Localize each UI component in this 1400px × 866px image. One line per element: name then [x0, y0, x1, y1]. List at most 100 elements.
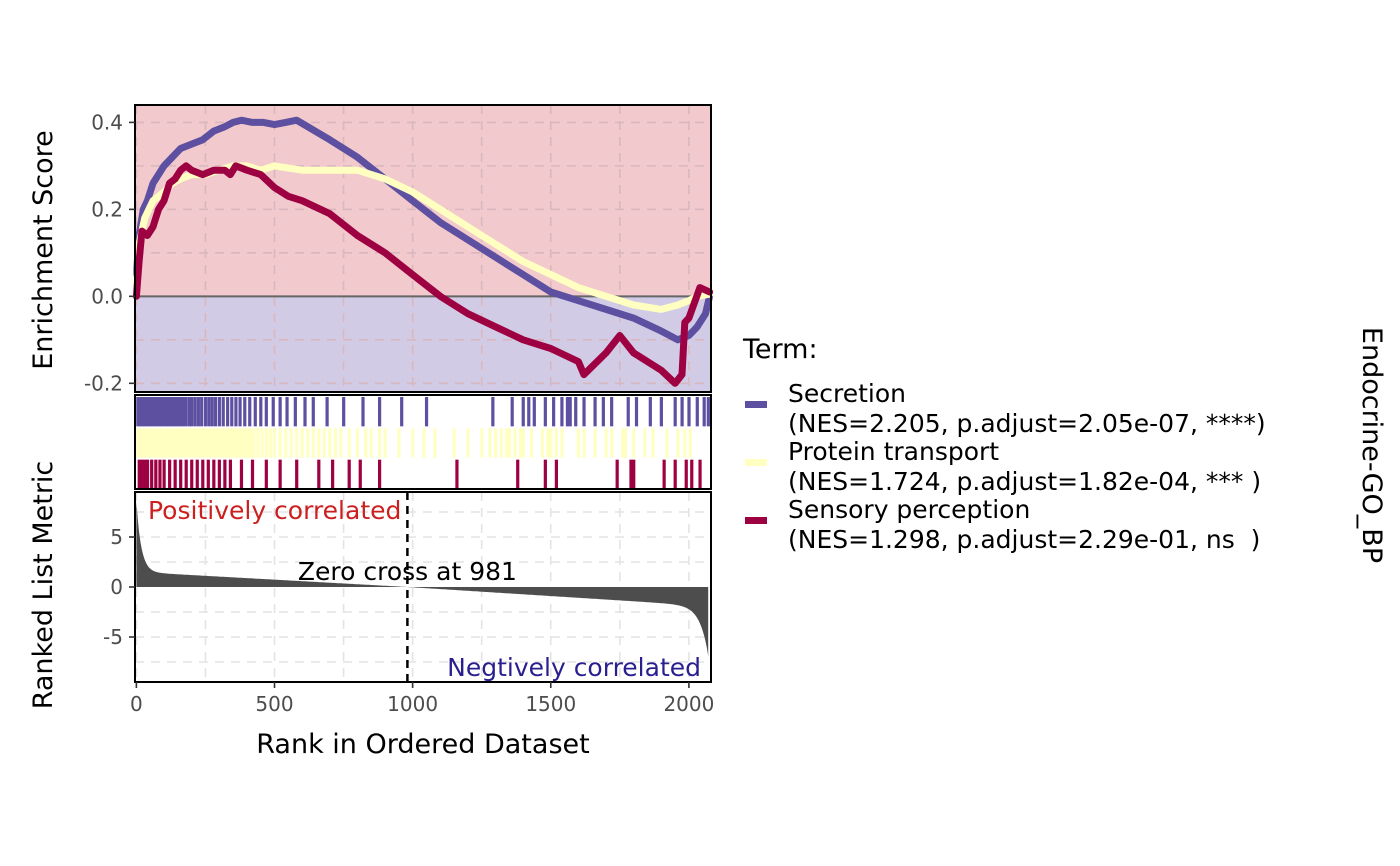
gene-hit-protein-transport — [295, 428, 299, 458]
gene-hit-secretion — [142, 397, 146, 427]
positively-correlated-label: Positively correlated — [148, 496, 401, 525]
gene-hit-secretion — [203, 397, 208, 427]
gene-hit-protein-transport — [264, 428, 268, 458]
gene-hit-secretion — [176, 397, 180, 427]
gene-hit-secretion — [491, 397, 495, 427]
gene-hit-secretion — [187, 397, 191, 427]
gene-hit-secretion — [140, 397, 144, 427]
gene-hit-protein-transport — [339, 428, 343, 458]
gene-hit-sensory-perception — [217, 459, 221, 489]
gene-hit-secretion — [695, 397, 699, 427]
gene-hit-sensory-perception — [317, 459, 321, 489]
gene-hit-secretion — [361, 397, 365, 427]
gene-hit-protein-transport — [623, 428, 628, 458]
gene-hit-protein-transport — [369, 428, 373, 458]
gene-hit-sensory-perception — [168, 459, 172, 489]
gene-hit-secretion — [680, 397, 684, 427]
gene-hit-protein-transport — [513, 428, 517, 458]
gene-hit-protein-transport — [194, 428, 198, 458]
gene-hit-secretion — [136, 397, 140, 427]
gene-hit-protein-transport — [621, 428, 625, 458]
gene-hit-secretion — [278, 397, 282, 427]
gene-hit-sensory-perception — [195, 459, 199, 489]
gene-hit-sensory-perception — [455, 459, 459, 489]
series-line-sensory-perception — [132, 162, 714, 387]
gene-hit-protein-transport — [610, 428, 614, 458]
gene-hit-protein-transport — [183, 428, 187, 458]
legend-stats-protein-transport: (NES=1.724, p.adjust=1.82e-04, *** ) — [788, 467, 1261, 496]
ranked-metric-y-ticks: -5 0 5 — [103, 525, 135, 649]
gene-hit-protein-transport — [136, 428, 140, 458]
y-tick-label: 0.4 — [91, 110, 123, 134]
gene-hit-sensory-perception — [173, 459, 177, 489]
enrichment-y-label: Enrichment Score — [28, 130, 59, 370]
y-tick-label: 0.2 — [91, 197, 123, 221]
gene-hit-protein-transport — [199, 428, 204, 458]
gene-hit-protein-transport — [411, 428, 415, 458]
gene-hit-protein-transport — [683, 428, 687, 458]
gene-hit-protein-transport — [333, 428, 337, 458]
enrichment-lines — [132, 116, 714, 387]
gene-hit-protein-transport — [604, 428, 608, 458]
gene-hit-protein-transport — [139, 428, 143, 458]
gene-hit-sensory-perception — [347, 459, 351, 489]
gene-hit-sensory-perception — [516, 459, 520, 489]
gene-hit-sensory-perception — [140, 459, 144, 489]
enrichment-y-ticks: -0.2 0.0 0.2 0.4 — [84, 110, 135, 395]
gene-hit-protein-transport — [202, 428, 206, 458]
gene-hit-secretion — [193, 397, 197, 427]
gene-hit-protein-transport — [144, 428, 148, 458]
gene-hit-secretion — [234, 397, 238, 427]
gene-hit-protein-transport — [643, 428, 647, 458]
gene-hit-protein-transport — [213, 428, 217, 458]
gene-hit-secretion — [150, 397, 155, 427]
gene-hit-sensory-perception — [137, 459, 141, 489]
gene-hit-secretion — [610, 397, 614, 427]
ranked-metric-area — [136, 502, 709, 656]
enrichment-border — [134, 104, 712, 393]
y-tick-label: 5 — [110, 525, 123, 549]
gene-hit-protein-transport — [317, 428, 321, 458]
gene-hit-secretion — [184, 397, 188, 427]
gene-hit-protein-transport — [256, 428, 260, 458]
gene-hit-sensory-perception — [150, 459, 154, 489]
legend-key-secretion — [745, 401, 767, 408]
y-tick-label: 0.0 — [91, 284, 123, 308]
legend-key-protein-transport — [745, 459, 767, 466]
gene-hit-secretion — [527, 397, 531, 427]
gene-hit-secretion — [148, 397, 152, 427]
gene-hit-secretion — [230, 397, 234, 427]
legend-label-sensory-perception: Sensory perception — [788, 495, 1030, 524]
ranked-metric-grid — [135, 492, 711, 682]
gene-hit-protein-transport — [507, 428, 512, 458]
ranked-metric-panel: Zero cross at 981 Positively correlated … — [28, 461, 714, 760]
gene-hit-secretion — [510, 397, 514, 427]
gene-hit-protein-transport — [632, 428, 636, 458]
gene-hit-secretion — [659, 397, 663, 427]
gene-hit-secretion — [601, 397, 605, 427]
gene-hit-secretion — [593, 397, 597, 427]
gene-hit-secretion — [169, 397, 173, 427]
gene-hit-secretion — [155, 397, 159, 427]
gene-hit-protein-transport — [549, 428, 553, 458]
gene-hit-protein-transport — [651, 428, 655, 458]
gene-hit-secretion — [207, 397, 211, 427]
y-tick-label: -5 — [103, 625, 123, 649]
negatively-correlated-label: Negtively correlated — [447, 653, 701, 682]
gene-hit-protein-transport — [383, 428, 387, 458]
gene-hit-protein-transport — [235, 428, 239, 458]
gene-hit-protein-transport — [499, 428, 503, 458]
ranked-metric-y-label: Ranked List Metric — [28, 461, 59, 710]
enrichment-panel: -0.2 0.0 0.2 0.4 Enrichment Score — [28, 104, 714, 395]
gene-hit-protein-transport — [665, 428, 669, 458]
gene-hit-sensory-perception — [632, 459, 636, 489]
gene-hit-secretion — [166, 397, 171, 427]
gene-hit-protein-transport — [163, 428, 168, 458]
gene-hit-protein-transport — [688, 428, 692, 458]
gene-hit-sensory-perception — [331, 459, 335, 489]
gene-hit-secretion — [221, 397, 225, 427]
gene-hit-secretion — [153, 397, 157, 427]
strip-label: Endocrine-GO_BP — [1356, 327, 1387, 563]
gene-hit-sensory-perception — [278, 459, 282, 489]
gene-hit-protein-transport — [576, 428, 581, 458]
